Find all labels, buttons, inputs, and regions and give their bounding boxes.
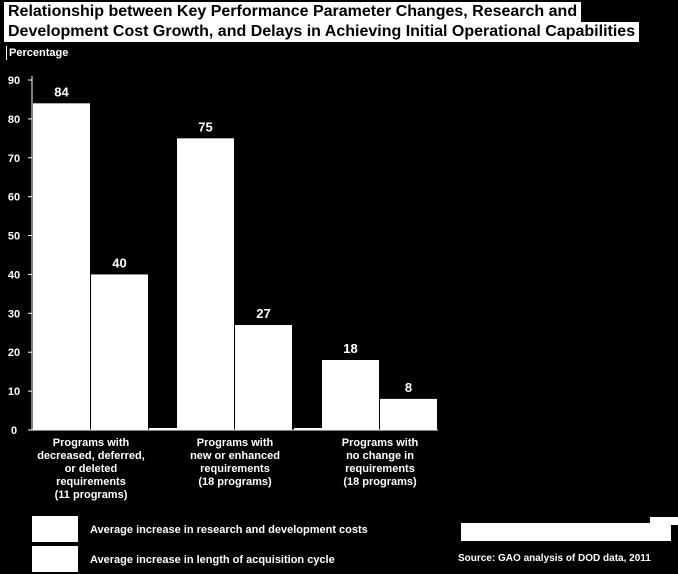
data-label: 40 — [112, 255, 126, 270]
legend-swatch-acquisition-cycle — [32, 546, 78, 572]
y-tick-label: 10 — [8, 386, 20, 398]
y-tick-label: 40 — [8, 269, 20, 281]
y-tick-label: 30 — [8, 308, 20, 320]
legend-swatch-rd-costs — [32, 516, 78, 542]
data-label: 84 — [54, 84, 69, 99]
chart-title-line-1: Relationship between Key Performance Par… — [4, 2, 582, 22]
category-label: Programs with no change in requirements … — [341, 437, 419, 488]
y-tick-label: 0 — [11, 425, 17, 437]
redaction-box — [461, 523, 671, 541]
category-label: Programs with decreased, deferred, or de… — [37, 437, 145, 501]
bar-series1-cat2 — [177, 138, 234, 431]
data-label: 27 — [256, 306, 270, 321]
bar-series2-cat2 — [235, 325, 292, 430]
y-tick-label: 60 — [8, 192, 20, 204]
y-tick-label: 80 — [8, 114, 20, 126]
y-tick-label: 20 — [8, 347, 20, 359]
y-tick-label: 70 — [8, 153, 20, 165]
bar-series1-cat3 — [322, 360, 379, 430]
legend-label-rd-costs: Average increase in research and develop… — [90, 524, 368, 536]
bar-series2-cat1 — [91, 274, 148, 430]
bar-series1-cat1 — [33, 103, 90, 430]
bar-series2-cat3 — [380, 398, 437, 430]
redaction-box-small — [650, 517, 678, 525]
source-note: Source: GAO analysis of DOD data, 2011 — [458, 553, 651, 564]
y-tick-label: 90 — [8, 75, 20, 87]
data-label: 8 — [405, 380, 412, 395]
y-axis-label: Percentage — [6, 46, 68, 60]
y-tick-label: 50 — [8, 231, 20, 243]
baseline-segment — [294, 428, 322, 430]
chart-title-line-2: Development Cost Growth, and Delays in A… — [4, 22, 640, 42]
data-label: 75 — [198, 119, 212, 134]
baseline-segment — [149, 428, 177, 430]
legend-label-acquisition-cycle: Average increase in length of acquisitio… — [90, 554, 335, 566]
category-label: Programs with new or enhanced requiremen… — [190, 437, 280, 488]
data-label: 18 — [343, 341, 357, 356]
